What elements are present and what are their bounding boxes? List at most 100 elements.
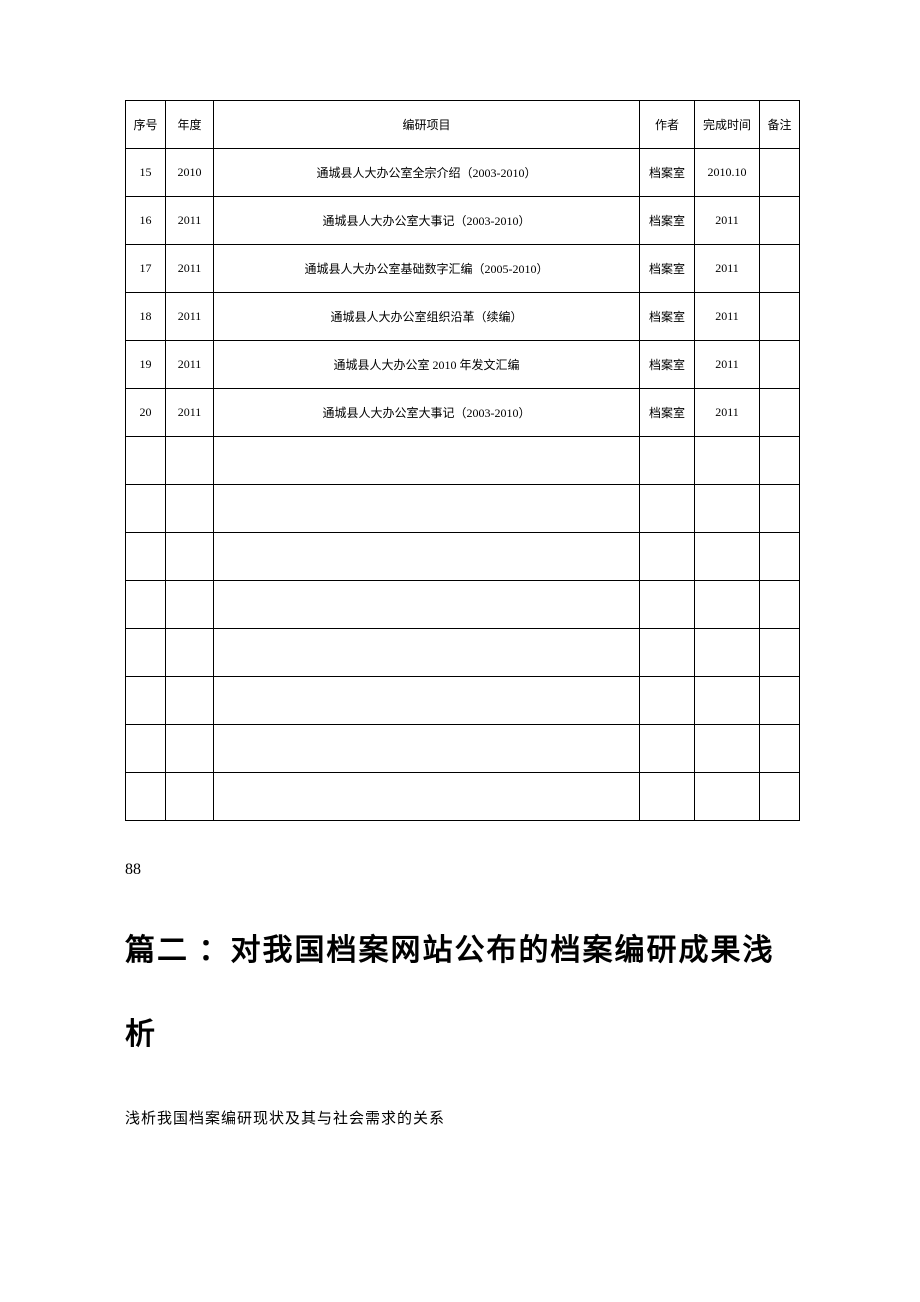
table-row (126, 581, 800, 629)
table-cell (126, 629, 166, 677)
table-cell (695, 437, 760, 485)
col-date: 完成时间 (695, 101, 760, 149)
table-cell (760, 293, 800, 341)
table-cell (640, 773, 695, 821)
table-cell (695, 677, 760, 725)
table-cell (760, 341, 800, 389)
table-cell (214, 485, 640, 533)
table-cell (166, 629, 214, 677)
table-cell: 16 (126, 197, 166, 245)
table-cell (760, 677, 800, 725)
table-cell (166, 677, 214, 725)
table-body: 152010通城县人大办公室全宗介绍（2003-2010）档案室2010.101… (126, 149, 800, 821)
table-row: 162011通城县人大办公室大事记（2003-2010）档案室2011 (126, 197, 800, 245)
table-cell (760, 389, 800, 437)
table-cell: 档案室 (640, 197, 695, 245)
table-cell: 通城县人大办公室基础数字汇编（2005-2010） (214, 245, 640, 293)
table-row (126, 533, 800, 581)
table-cell: 2011 (166, 293, 214, 341)
table-cell (640, 677, 695, 725)
table-cell: 2011 (695, 341, 760, 389)
page-number: 88 (125, 861, 800, 879)
table-row (126, 629, 800, 677)
table-cell (695, 773, 760, 821)
table-cell (166, 773, 214, 821)
col-author: 作者 (640, 101, 695, 149)
col-remark: 备注 (760, 101, 800, 149)
table-cell (640, 629, 695, 677)
table-row (126, 677, 800, 725)
table-cell (214, 581, 640, 629)
table-cell (126, 533, 166, 581)
table-cell: 2011 (166, 197, 214, 245)
table-cell: 通城县人大办公室全宗介绍（2003-2010） (214, 149, 640, 197)
table-cell (166, 725, 214, 773)
table-row: 182011通城县人大办公室组织沿革（续编）档案室2011 (126, 293, 800, 341)
table-cell (640, 725, 695, 773)
col-project: 编研项目 (214, 101, 640, 149)
table-cell: 18 (126, 293, 166, 341)
table-cell: 档案室 (640, 149, 695, 197)
table-cell: 15 (126, 149, 166, 197)
table-cell: 通城县人大办公室组织沿革（续编） (214, 293, 640, 341)
table-cell (760, 533, 800, 581)
table-row: 152010通城县人大办公室全宗介绍（2003-2010）档案室2010.10 (126, 149, 800, 197)
table-cell: 19 (126, 341, 166, 389)
table-header-row: 序号 年度 编研项目 作者 完成时间 备注 (126, 101, 800, 149)
table-cell (126, 725, 166, 773)
table-cell (760, 437, 800, 485)
table-cell (214, 437, 640, 485)
table-cell (214, 533, 640, 581)
table-cell (760, 629, 800, 677)
table-row (126, 725, 800, 773)
table-cell (126, 485, 166, 533)
table-cell (695, 725, 760, 773)
body-paragraph: 浅析我国档案编研现状及其与社会需求的关系 (125, 1107, 800, 1128)
table-cell (126, 773, 166, 821)
table-cell: 2011 (166, 341, 214, 389)
table-cell (640, 581, 695, 629)
table-cell (126, 437, 166, 485)
table-cell (640, 485, 695, 533)
table-cell: 档案室 (640, 341, 695, 389)
table-cell: 2011 (166, 245, 214, 293)
table-cell (126, 581, 166, 629)
table-cell: 档案室 (640, 245, 695, 293)
table-cell (166, 437, 214, 485)
table-cell: 20 (126, 389, 166, 437)
table-cell (760, 245, 800, 293)
table-cell (760, 149, 800, 197)
table-cell: 2011 (695, 197, 760, 245)
table-cell (760, 581, 800, 629)
archive-table: 序号 年度 编研项目 作者 完成时间 备注 152010通城县人大办公室全宗介绍… (125, 100, 800, 821)
table-row (126, 437, 800, 485)
table-cell (214, 677, 640, 725)
table-cell (166, 533, 214, 581)
table-cell (760, 485, 800, 533)
table-cell (695, 629, 760, 677)
table-cell: 2011 (695, 389, 760, 437)
col-year: 年度 (166, 101, 214, 149)
section-heading: 篇二 ：对我国档案网站公布的档案编研成果浅析 (125, 909, 800, 1077)
table-row (126, 773, 800, 821)
table-cell (760, 725, 800, 773)
table-cell: 2011 (695, 293, 760, 341)
table-cell: 2011 (166, 389, 214, 437)
table-cell: 2010 (166, 149, 214, 197)
table-row: 202011通城县人大办公室大事记（2003-2010）档案室2011 (126, 389, 800, 437)
table-cell (214, 773, 640, 821)
table-cell: 档案室 (640, 293, 695, 341)
table-row (126, 485, 800, 533)
table-row: 172011通城县人大办公室基础数字汇编（2005-2010）档案室2011 (126, 245, 800, 293)
table-cell: 2010.10 (695, 149, 760, 197)
table-cell (166, 485, 214, 533)
table-cell (760, 197, 800, 245)
table-cell (640, 533, 695, 581)
table-cell: 档案室 (640, 389, 695, 437)
table-cell (214, 725, 640, 773)
table-cell: 通城县人大办公室大事记（2003-2010） (214, 197, 640, 245)
table-cell: 通城县人大办公室 2010 年发文汇编 (214, 341, 640, 389)
table-row: 192011通城县人大办公室 2010 年发文汇编档案室2011 (126, 341, 800, 389)
table-cell: 通城县人大办公室大事记（2003-2010） (214, 389, 640, 437)
table-cell (214, 629, 640, 677)
